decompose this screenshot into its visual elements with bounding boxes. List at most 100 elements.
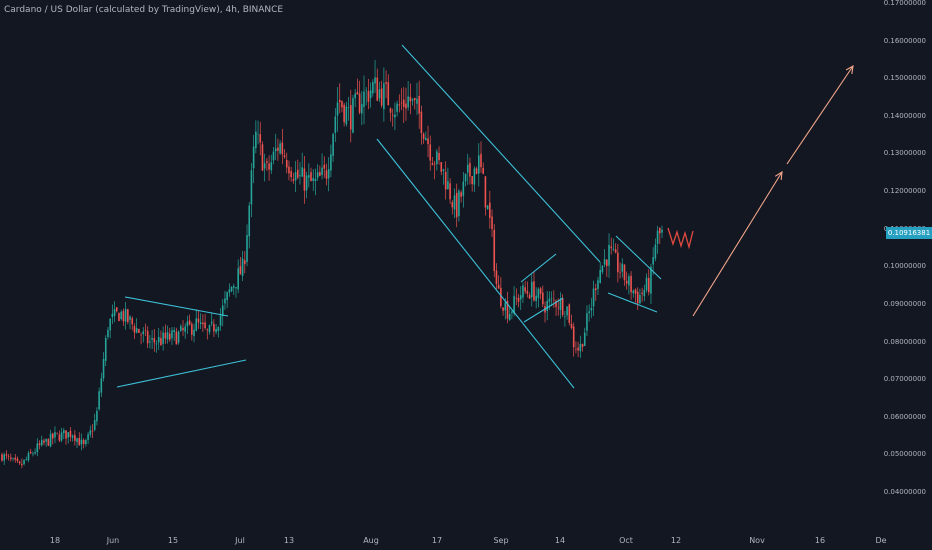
projection-arrow-2-shaft — [786, 65, 854, 165]
candle-body — [568, 304, 571, 324]
candle-body — [186, 321, 189, 327]
projection-wave — [667, 227, 694, 250]
candle-body — [594, 288, 597, 291]
candle-body — [319, 171, 321, 176]
candle-body — [82, 439, 85, 444]
candle-body — [16, 458, 19, 462]
candle-body — [266, 161, 268, 163]
x-tick-label: 12 — [670, 536, 682, 545]
candle-body — [54, 432, 56, 438]
candle-body — [654, 244, 657, 259]
candle-body — [321, 167, 323, 175]
candle-body — [199, 322, 202, 324]
candle-body — [603, 259, 606, 265]
candle-body — [34, 452, 36, 454]
candle-body — [78, 437, 81, 446]
candle-body — [157, 337, 160, 343]
candle-body — [628, 276, 630, 286]
candle-body — [138, 328, 140, 333]
candle-body — [413, 98, 416, 101]
candle-body — [29, 451, 32, 454]
candle-body — [179, 325, 182, 331]
candle-body — [281, 142, 284, 155]
projection-arrow-2-head — [845, 64, 854, 74]
candle-body — [166, 332, 169, 340]
candle-body — [67, 432, 70, 438]
candle-body — [288, 166, 290, 174]
candle-body — [506, 300, 509, 319]
candle-body — [566, 306, 568, 316]
candle-body — [519, 295, 522, 300]
candle-body — [652, 257, 654, 265]
candle-body — [345, 106, 348, 125]
candle-body — [140, 334, 142, 336]
candle-body — [356, 92, 359, 95]
candle-body — [241, 258, 244, 277]
candle-body — [213, 323, 215, 332]
candle-body — [332, 133, 334, 156]
x-tick-label: 15 — [167, 536, 179, 545]
candle-body — [579, 344, 582, 352]
candle-body — [316, 172, 319, 178]
candle-body — [572, 326, 575, 348]
x-tick-label: Sep — [493, 536, 509, 545]
candle-body — [378, 89, 381, 99]
candle-body — [475, 168, 478, 174]
candle-body — [405, 103, 407, 109]
candle-body — [358, 93, 361, 113]
candle-body — [411, 98, 414, 101]
candle-body — [427, 138, 429, 145]
candle-body — [449, 183, 451, 200]
candle-body — [581, 343, 584, 347]
candle-body — [96, 410, 98, 422]
candle-body — [56, 432, 58, 434]
candle-body — [237, 268, 239, 290]
x-tick-label: 13 — [283, 536, 295, 545]
candle-body — [592, 288, 595, 307]
candle-body — [420, 111, 423, 134]
interval-label: 4h — [225, 5, 237, 15]
candle-body — [215, 328, 217, 333]
candle-body — [471, 176, 473, 184]
candle-body — [107, 329, 109, 338]
candle-body — [464, 173, 467, 182]
candle-body — [184, 326, 187, 332]
candle-body — [314, 178, 317, 181]
last-price-badge: 0.10916381 — [886, 226, 932, 239]
candle-body — [104, 338, 107, 361]
candle-body — [440, 162, 443, 172]
candle-body — [606, 259, 608, 267]
candle-body — [290, 171, 292, 178]
candle-body — [559, 299, 562, 310]
candle-body — [617, 252, 619, 273]
candle-body — [175, 331, 178, 345]
candle-body — [261, 144, 264, 171]
candle-body — [548, 298, 551, 302]
candle-body — [425, 137, 427, 141]
y-tick-label: 0.17000000 — [883, 0, 926, 7]
candle-body — [40, 440, 43, 446]
candle-body — [155, 343, 158, 345]
candle-body — [367, 91, 370, 102]
candle-body — [127, 309, 129, 322]
y-tick-label: 0.05000000 — [883, 450, 926, 459]
candle-body — [433, 163, 436, 165]
candle-body — [522, 285, 524, 298]
candle-body — [462, 181, 465, 196]
candle-body — [250, 170, 253, 205]
candle-body — [489, 202, 491, 218]
candle-body — [3, 454, 6, 461]
candle-body — [109, 318, 111, 331]
candle-body — [204, 322, 206, 329]
candle-body — [164, 332, 167, 339]
triangle-upper-trendline — [124, 296, 229, 317]
candle-body — [173, 329, 175, 333]
candle-body — [124, 308, 127, 322]
candle-body — [537, 288, 540, 298]
candle-body — [360, 104, 363, 114]
candle-body — [495, 270, 498, 284]
candle-body — [623, 264, 626, 281]
candle-body — [118, 313, 120, 322]
candle-body — [226, 292, 228, 301]
